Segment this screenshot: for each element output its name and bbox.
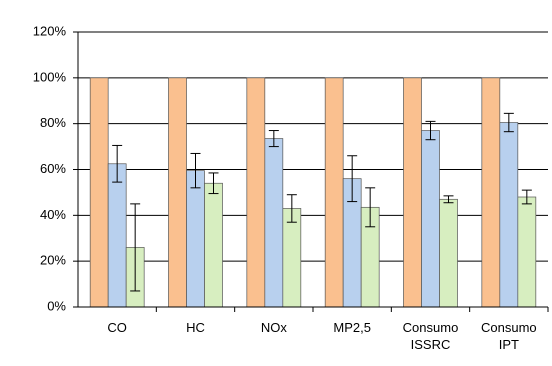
bar [499,122,519,308]
bar [107,163,127,308]
y-tick-label: 100% [33,69,67,84]
x-tick-label: Consumo IPT [481,320,537,352]
x-tick-label: MP2,5 [333,320,371,335]
y-tick-label: 20% [40,253,66,268]
x-tick-label: NOx [260,320,287,335]
x-tick-label: CO [107,320,127,335]
bar [481,77,501,308]
bar [421,130,440,308]
y-tick-label: 0% [47,298,66,313]
y-tick-label: 80% [40,115,66,130]
bar [439,198,458,308]
bar [204,182,223,308]
bar [264,138,284,308]
bar [403,77,422,308]
x-tick-label: Consumo ISSRC [402,320,459,352]
bar [89,77,109,308]
bar [168,77,187,308]
bar [282,208,302,308]
bar [246,77,266,308]
y-tick-label: 60% [40,161,66,176]
x-tick-label: HC [186,320,205,335]
bar [517,196,537,308]
y-tick-label: 40% [40,207,66,222]
bar [186,170,205,308]
bar [324,77,344,308]
y-tick-label: 120% [33,23,67,38]
